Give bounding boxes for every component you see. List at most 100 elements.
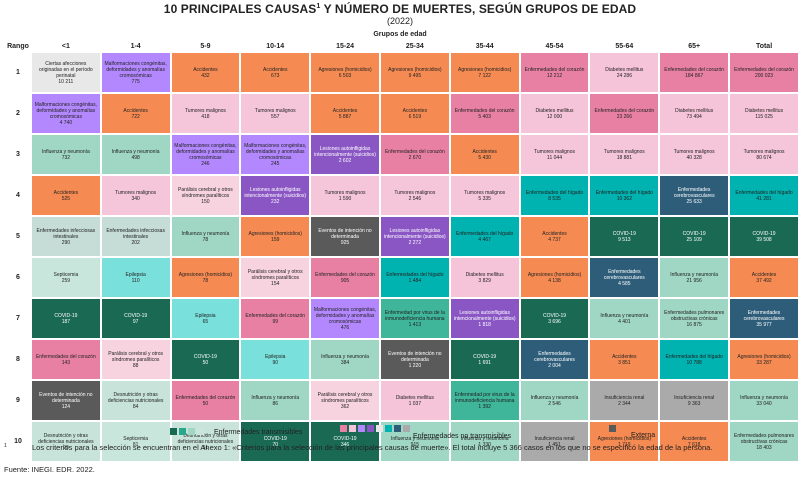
cause-cell: Agresiones (homicidios) 33 287 bbox=[730, 340, 798, 379]
cause-name: Parálisis cerebral y otros síndromes par… bbox=[108, 350, 164, 363]
cause-cell: Lesiones autoinfligidas intencionalmente… bbox=[450, 299, 519, 338]
cause-cell: Accidentes 673 bbox=[241, 53, 310, 92]
column-header: 15-24 bbox=[336, 43, 354, 50]
cause-name: Accidentes bbox=[612, 353, 637, 360]
death-count: 362 bbox=[340, 403, 350, 410]
death-count: 905 bbox=[340, 277, 350, 284]
cause-name: Tumores malignos bbox=[464, 189, 506, 196]
cause-cell: Enfermedades cerebrovasculares 4 585 bbox=[590, 258, 659, 297]
cause-cell: Enfermedades del corazón 200 023 bbox=[730, 53, 798, 92]
cause-cell: Diabetes mellitus 1 037 bbox=[380, 381, 449, 420]
cause-name: COVID-19 bbox=[263, 435, 287, 442]
cause-cell: Influenza y neumonía 732 bbox=[31, 135, 100, 174]
cause-cell: Tumores malignos 340 bbox=[101, 176, 170, 215]
rank-label: 10 bbox=[14, 438, 22, 445]
cause-cell: Agresiones (homicidios) 9 495 bbox=[380, 53, 449, 92]
death-count: 65 bbox=[202, 318, 209, 325]
death-count: 10 362 bbox=[616, 195, 632, 202]
death-count: 10 211 bbox=[58, 78, 74, 85]
cause-name: Septicemia bbox=[53, 271, 79, 278]
death-count: 154 bbox=[271, 280, 280, 287]
cause-cell: Influenza y neumonía 2 546 bbox=[520, 381, 589, 420]
cause-name: Enfermedades del hígado bbox=[525, 189, 584, 196]
cause-cell: Accidentes 5 430 bbox=[450, 135, 519, 174]
death-count: 1 451 bbox=[548, 441, 561, 448]
cause-cell: Parálisis cerebral y otros síndromes par… bbox=[241, 258, 310, 297]
column-header: Total bbox=[755, 43, 773, 50]
death-count: 1 590 bbox=[338, 195, 352, 202]
cause-cell: Enfermedades del corazón 99 bbox=[241, 299, 310, 338]
table-row: 1 Ciertas afecciones originadas en el per… bbox=[6, 53, 798, 92]
cause-name: Influenza y neumonía bbox=[600, 312, 649, 319]
cause-name: Lesiones autoinfligidas intencionalmente… bbox=[453, 309, 516, 322]
cause-name: COVID-19 bbox=[752, 230, 776, 237]
cause-cell: Tumores malignos 5 335 bbox=[450, 176, 519, 215]
cause-cell: Enfermedades infecciosas intestinales 290 bbox=[31, 217, 100, 256]
table-row: 7 COVID-19 187 COVID-19 97 Epilepsia 65 Enferme… bbox=[6, 299, 798, 338]
cause-name: COVID-19 bbox=[473, 353, 497, 360]
death-count: 50 bbox=[202, 400, 209, 407]
title-main: 10 PRINCIPALES CAUSAS bbox=[163, 2, 317, 16]
cause-name: Epilepsia bbox=[195, 312, 216, 319]
cause-cell: Enfermedades cerebrovasculares 25 633 bbox=[660, 176, 729, 215]
column-header: 45-54 bbox=[545, 43, 564, 50]
cause-name: Epilepsia bbox=[265, 353, 286, 360]
death-count: 5 887 bbox=[338, 113, 352, 120]
death-count: 50 bbox=[202, 359, 209, 366]
cause-cell: Malformaciones congénitas, deformidades … bbox=[241, 135, 310, 174]
cause-name: Malformaciones congénitas, deformidades … bbox=[244, 142, 307, 161]
cause-name: Enfermedades del corazón bbox=[594, 107, 655, 114]
death-count: 4 737 bbox=[548, 236, 561, 243]
death-count: 35 977 bbox=[756, 321, 772, 328]
cause-name: COVID-19 bbox=[54, 312, 78, 319]
cause-name: Tumores malignos bbox=[673, 148, 715, 155]
title-superscript: 1 bbox=[316, 3, 321, 10]
cause-cell: Septicemia 81 bbox=[101, 422, 170, 461]
cause-name: Eventos de intención no determinada bbox=[318, 227, 372, 240]
cause-cell: COVID-19 187 bbox=[31, 299, 100, 338]
cause-cell: Epilepsia 110 bbox=[101, 258, 170, 297]
cause-name: Tumores malignos bbox=[115, 189, 157, 196]
death-count: 245 bbox=[271, 160, 280, 167]
death-count: 232 bbox=[271, 198, 280, 205]
cause-cell: Epilepsia 65 bbox=[171, 299, 240, 338]
cause-name: Agresiones (homicidios) bbox=[737, 353, 791, 360]
death-count: 3 696 bbox=[548, 318, 561, 325]
cause-name: COVID-19 bbox=[682, 230, 706, 237]
death-count: 24 286 bbox=[616, 72, 632, 79]
age-group-header: Grupos de edad bbox=[373, 31, 427, 38]
cause-cell: Accidentes 3 851 bbox=[590, 340, 659, 379]
cause-name: Agresiones (homicidios) bbox=[318, 66, 372, 73]
cause-name: Septicemia bbox=[123, 435, 148, 442]
column-header: 55-64 bbox=[615, 43, 634, 50]
death-count: 4 740 bbox=[59, 119, 73, 126]
cause-name: Influenza y neumonía bbox=[111, 148, 160, 155]
cause-name: Enfermedades infecciosas intestinales bbox=[36, 227, 96, 240]
column-header-row: Rango <1 1-4 5-9 10-14 15-24 25-34 35-44 45-54 5… bbox=[6, 42, 798, 51]
cause-cell: Accidentes 525 bbox=[31, 176, 100, 215]
cause-cell: Lesiones autoinfligidas intencionalmente… bbox=[311, 135, 379, 174]
death-count: 3 829 bbox=[478, 277, 491, 284]
cause-cell: Desnutrición y otras deficiencias nutric… bbox=[101, 381, 170, 420]
cause-cell: Tumores malignos 1 590 bbox=[311, 176, 379, 215]
cause-cell: Enfermedades del corazón 23 266 bbox=[590, 94, 659, 133]
cause-cell: Tumores malignos 40 328 bbox=[660, 135, 729, 174]
cause-cell: Tumores malignos 80 674 bbox=[730, 135, 798, 174]
death-count: 6 503 bbox=[338, 72, 352, 79]
death-count: 1 413 bbox=[408, 321, 422, 328]
cause-cell: Eventos de intención no determinada 925 bbox=[311, 217, 379, 256]
death-count: 18 881 bbox=[616, 154, 632, 161]
legend-swatch-non-transmissible bbox=[394, 425, 401, 432]
cause-name: Enfermedades del hígado bbox=[665, 353, 723, 360]
cause-name: COVID-19 bbox=[333, 435, 357, 442]
death-count: 9 495 bbox=[408, 72, 422, 79]
cause-cell: Influenza y neumonía 78 bbox=[171, 217, 240, 256]
cause-name: Eventos de intención no determinada bbox=[39, 391, 93, 404]
cause-name: Accidentes bbox=[53, 189, 79, 196]
death-count: 384 bbox=[340, 359, 350, 366]
cause-cell: Influenza y neumonía 915 bbox=[380, 422, 449, 461]
death-count: 115 025 bbox=[755, 113, 773, 120]
cause-name: Influenza y neumonía bbox=[670, 271, 719, 278]
legend-external-label: Externa bbox=[631, 432, 656, 439]
death-count: 21 956 bbox=[686, 277, 702, 284]
